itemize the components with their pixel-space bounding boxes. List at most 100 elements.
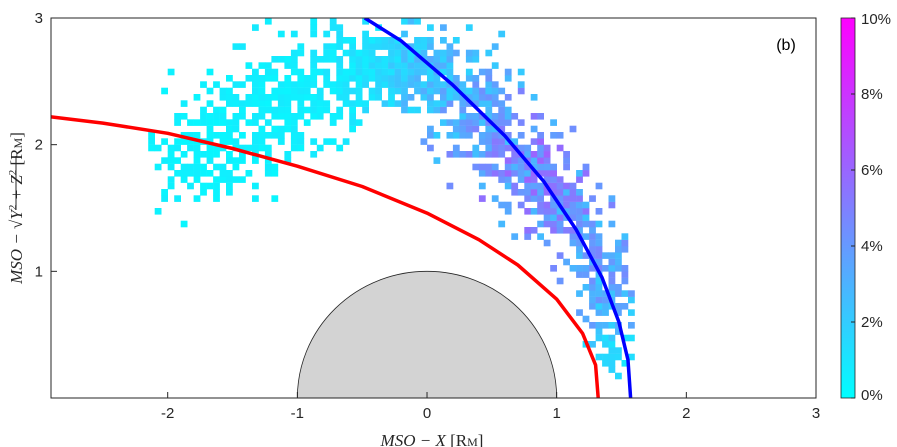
heatmap-cell [284, 75, 292, 82]
heatmap-cell [206, 132, 214, 139]
heatmap-cell [375, 94, 382, 101]
heatmap-cell [459, 100, 467, 107]
heatmap-cell [504, 68, 512, 76]
heatmap-cell [226, 176, 233, 183]
heatmap-cell [446, 132, 454, 139]
heatmap-cell [563, 182, 570, 190]
heatmap-cell [498, 132, 506, 139]
heatmap-cell [232, 81, 240, 88]
heatmap-cell [556, 144, 564, 152]
heatmap-cell [543, 220, 551, 228]
heatmap-cell [187, 170, 194, 177]
heatmap-cell [615, 239, 622, 247]
heatmap-cell [388, 49, 395, 57]
heatmap-cell [381, 37, 389, 44]
heatmap-cell [252, 75, 259, 82]
heatmap-cell [589, 296, 596, 304]
heatmap-cell [608, 347, 616, 354]
heatmap-cell [427, 56, 434, 63]
heatmap-cell [297, 49, 305, 57]
heatmap-cell [472, 87, 480, 95]
heatmap-cell [595, 303, 603, 310]
heatmap-cell [621, 265, 629, 272]
heatmap-cell [368, 49, 376, 57]
heatmap-cell [245, 94, 253, 101]
panel-label: (b) [776, 37, 796, 54]
heatmap-cell [349, 68, 356, 76]
heatmap-cell [556, 176, 564, 183]
heatmap-cell [388, 37, 395, 44]
heatmap-cell [595, 322, 603, 329]
heatmap-cell [576, 220, 583, 228]
heatmap-cell [381, 68, 389, 76]
heatmap-cell [543, 239, 551, 247]
heatmap-cell [381, 56, 389, 63]
colorbar [840, 17, 856, 399]
heatmap-cell [375, 68, 382, 76]
heatmap-cell [213, 132, 220, 139]
heatmap-cell [427, 144, 434, 152]
heatmap-cell [563, 227, 570, 234]
heatmap-cell [277, 138, 285, 145]
heatmap-cell [407, 56, 415, 63]
heatmap-cell [414, 75, 421, 82]
heatmap-cell [219, 87, 227, 95]
heatmap-cell [329, 81, 337, 88]
heatmap-cell [595, 328, 603, 335]
heatmap-cell [316, 87, 324, 95]
heatmap-cell [498, 144, 506, 152]
heatmap-cell [524, 144, 532, 152]
heatmap-cell [271, 132, 279, 139]
heatmap-cell [290, 68, 298, 76]
heatmap-cell [485, 132, 493, 139]
heatmap-cell [336, 113, 344, 120]
heatmap-cell [608, 271, 616, 278]
heatmap-cell [472, 75, 480, 82]
heatmap-cell [394, 43, 402, 50]
heatmap-cell [427, 37, 434, 44]
heatmap-cell [219, 94, 227, 101]
heatmap-cell [407, 68, 415, 76]
heatmap-cell [459, 119, 467, 126]
heatmap-cell [427, 81, 434, 88]
heatmap-cell [219, 170, 227, 177]
heatmap-cell [615, 290, 622, 297]
heatmap-cell [440, 37, 447, 44]
heatmap-cell [608, 284, 616, 291]
heatmap-cell [452, 49, 460, 57]
heatmap-cell [342, 81, 350, 88]
heatmap-cell [277, 87, 285, 95]
heatmap-cell [569, 195, 577, 202]
heatmap-cell [440, 119, 447, 126]
heatmap-cell [621, 303, 629, 310]
heatmap-cell [491, 170, 499, 177]
colorbar-tick-label: 8% [861, 86, 883, 103]
heatmap-cell [316, 113, 324, 120]
heatmap-cell [446, 100, 454, 107]
heatmap-cell [414, 81, 421, 88]
heatmap-cell [589, 220, 596, 228]
heatmap-cell [271, 113, 279, 120]
heatmap-cell [465, 125, 473, 133]
heatmap-cell [290, 30, 298, 38]
heatmap-cell [498, 87, 506, 95]
heatmap-cell [576, 170, 583, 177]
heatmap-cell [491, 113, 499, 120]
heatmap-cell [420, 138, 428, 145]
heatmap-cell [550, 132, 557, 139]
heatmap-cell [264, 163, 272, 171]
heatmap-cell [239, 81, 246, 88]
heatmap-cell [517, 119, 525, 126]
heatmap-cell [524, 189, 532, 196]
heatmap-cell [187, 138, 194, 145]
heatmap-cell [576, 252, 583, 259]
heatmap-cell [174, 195, 181, 202]
heatmap-cell [543, 144, 551, 152]
heatmap-cell [394, 62, 402, 69]
heatmap-cell [381, 43, 389, 50]
heatmap-cell [316, 68, 324, 76]
heatmap-cell [297, 144, 305, 152]
heatmap-cell [511, 182, 519, 190]
heatmap-cell [303, 94, 311, 101]
heatmap-cell [167, 144, 175, 152]
